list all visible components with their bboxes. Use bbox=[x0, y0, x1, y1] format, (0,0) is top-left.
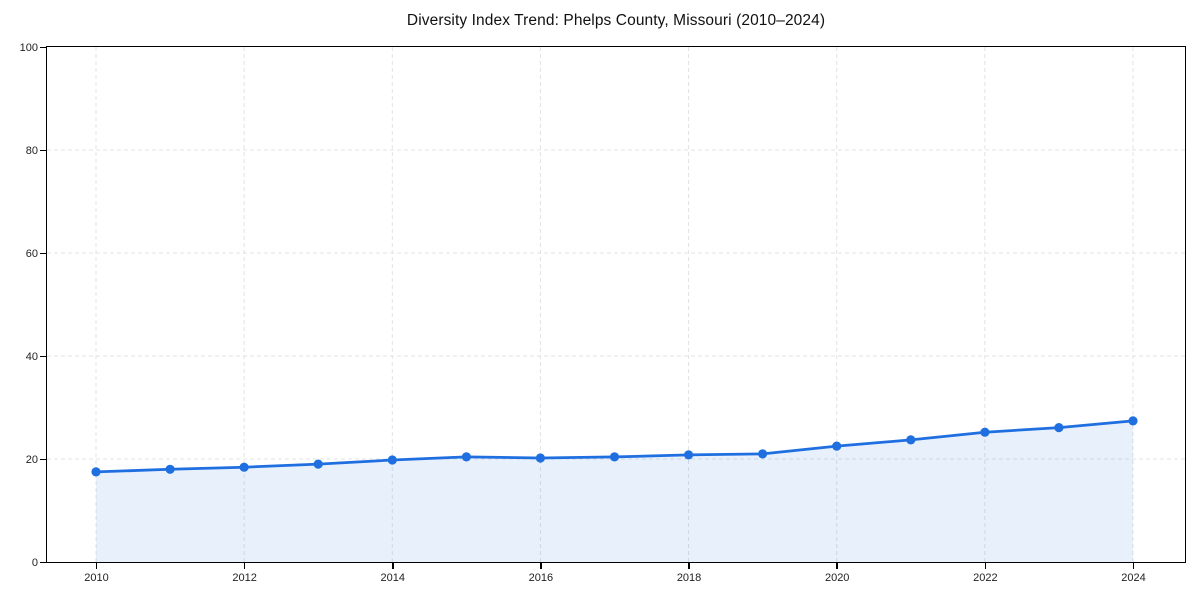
y-tick-label-20: 20 bbox=[25, 453, 38, 466]
chart-canvas bbox=[47, 47, 1185, 562]
x-tick-label-2024: 2024 bbox=[1121, 572, 1146, 584]
x-tick-mark-2010 bbox=[95, 563, 98, 569]
y-tick-mark-80 bbox=[40, 149, 46, 152]
x-tick-mark-2018 bbox=[688, 563, 690, 569]
data-point-2023 bbox=[1054, 423, 1064, 433]
chart-plot-area bbox=[46, 46, 1186, 563]
y-tick-label-40: 40 bbox=[25, 350, 38, 363]
data-point-2024 bbox=[1128, 416, 1138, 426]
y-tick-mark-0 bbox=[40, 561, 46, 564]
x-tick-label-2022: 2022 bbox=[973, 572, 998, 584]
data-point-2013 bbox=[313, 459, 323, 469]
data-point-2010 bbox=[91, 467, 101, 477]
y-tick-label-60: 60 bbox=[25, 247, 38, 260]
data-point-2022 bbox=[980, 427, 990, 437]
y-tick-mark-20 bbox=[40, 458, 46, 461]
x-tick-label-2016: 2016 bbox=[528, 572, 554, 584]
data-point-2011 bbox=[165, 464, 175, 474]
y-tick-mark-100 bbox=[40, 46, 46, 49]
data-point-2020 bbox=[832, 441, 842, 451]
y-tick-mark-40 bbox=[40, 355, 46, 358]
y-tick-label-80: 80 bbox=[25, 144, 38, 157]
data-point-2015 bbox=[461, 452, 471, 462]
y-tick-label-0: 0 bbox=[31, 556, 38, 569]
data-point-2019 bbox=[758, 449, 768, 459]
chart-title: Diversity Index Trend: Phelps County, Mi… bbox=[406, 12, 826, 29]
x-tick-mark-2014 bbox=[392, 563, 394, 569]
x-tick-label-2020: 2020 bbox=[824, 572, 850, 584]
x-tick-mark-2012 bbox=[243, 563, 246, 569]
area-fill bbox=[96, 420, 1133, 562]
x-tick-label-2010: 2010 bbox=[84, 572, 109, 584]
x-tick-mark-2016 bbox=[540, 563, 542, 569]
x-tick-mark-2024 bbox=[1132, 563, 1135, 569]
data-point-2014 bbox=[387, 455, 397, 465]
data-point-2021 bbox=[906, 435, 916, 445]
data-point-2017 bbox=[609, 452, 620, 462]
x-tick-label-2014: 2014 bbox=[380, 572, 406, 584]
x-tick-label-2018: 2018 bbox=[676, 572, 702, 584]
x-tick-mark-2020 bbox=[836, 563, 838, 569]
x-tick-mark-2022 bbox=[984, 563, 987, 569]
data-point-2016 bbox=[535, 453, 545, 463]
y-tick-mark-60 bbox=[40, 252, 46, 255]
data-point-2012 bbox=[239, 462, 249, 472]
x-tick-label-2012: 2012 bbox=[232, 572, 257, 584]
data-point-2018 bbox=[684, 450, 694, 460]
y-tick-label-100: 100 bbox=[19, 41, 38, 54]
